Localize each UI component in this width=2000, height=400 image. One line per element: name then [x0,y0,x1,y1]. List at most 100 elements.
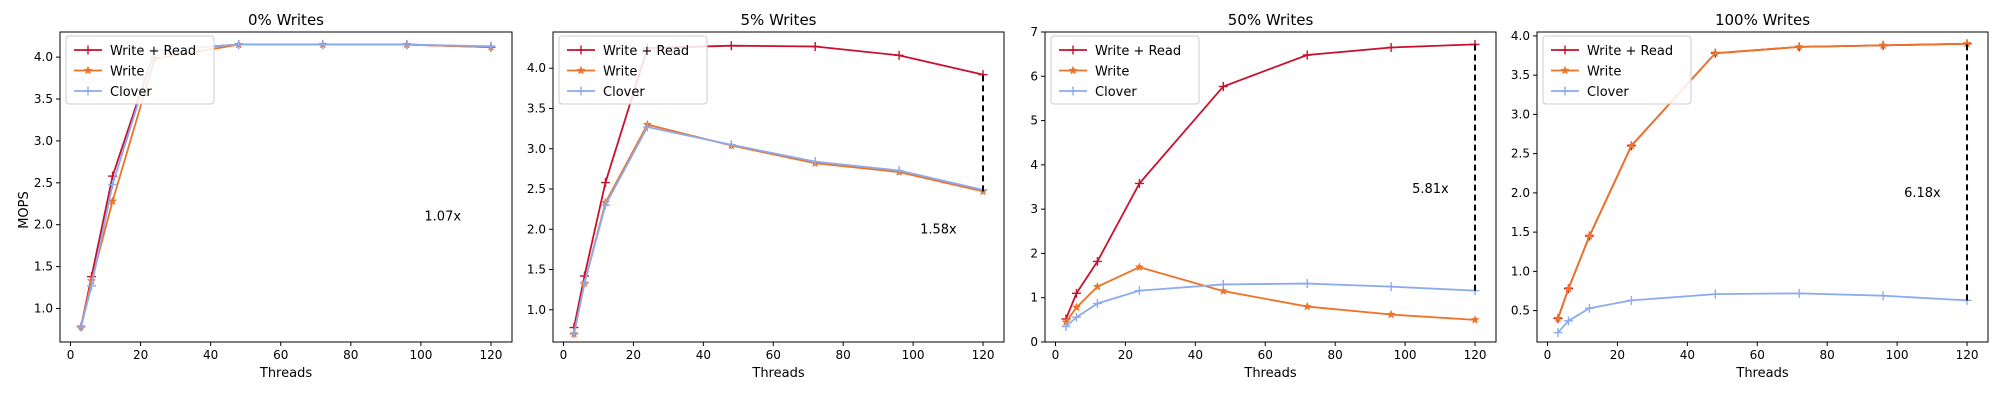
legend-label: Write [603,65,637,80]
y-tick-label: 2.0 [527,222,546,236]
data-point [1061,322,1071,331]
chart-panel: 5% Writes 0 20 40 60 80 100 120 1.0 1.5 2.0 2.5 3.0 3… [527,11,1005,381]
data-point [318,40,328,50]
data-point [1710,289,1720,299]
data-point [726,140,736,150]
x-axis-label: Threads [259,366,312,381]
data-point [1071,312,1081,322]
chart-title: 0% Writes [248,11,324,29]
y-tick-label: 1.0 [34,301,53,315]
data-point [894,50,904,60]
x-tick-label: 80 [1820,348,1835,362]
data-point [1470,314,1480,324]
x-tick-label: 120 [480,348,503,362]
data-point [894,165,904,175]
y-tick-label: 3.0 [527,142,546,156]
ratio-annotation: 5.81x [1412,182,1449,197]
legend-swatch-marker [576,65,586,75]
chart-title: 100% Writes [1715,11,1810,29]
x-tick-label: 40 [1680,348,1695,362]
data-point [1386,309,1396,319]
data-point [1071,302,1082,312]
legend-swatch-marker [1068,45,1078,55]
data-point [726,41,736,51]
series-line [1065,266,1476,323]
data-point [1794,288,1804,298]
data-point [1563,283,1574,293]
legend-label: Clover [1095,85,1137,100]
y-tick-label: 0.5 [1511,304,1530,318]
x-tick-label: 100 [409,348,432,362]
chart-title: 5% Writes [741,11,817,29]
data-point [1302,50,1312,60]
data-point [1626,140,1637,150]
legend-label: Write + Read [603,44,689,59]
x-tick-label: 40 [696,348,711,362]
legend-label: Write + Read [110,44,196,59]
x-tick-label: 0 [1052,348,1060,362]
x-tick-label: 20 [1118,348,1133,362]
data-point [1584,231,1595,241]
data-point [1134,262,1145,272]
y-tick-label: 4 [1030,158,1038,172]
data-point [810,157,820,167]
chart-panel: 100% Writes 0 20 40 60 80 100 120 0.5 1.0 1.5 2.0 2.… [1511,11,1989,381]
data-point [1218,286,1228,296]
plot-frame [1536,31,1989,343]
x-tick-label: 0 [67,348,75,362]
y-tick-label: 2.5 [527,182,546,196]
data-point [108,179,118,189]
y-tick-label: 3 [1030,202,1038,216]
legend-label: Write [1587,65,1621,80]
x-tick-label: 60 [1750,348,1765,362]
legend-label: Clover [110,85,152,100]
x-tick-label: 60 [273,348,288,362]
y-tick-label: 3.0 [1511,107,1530,121]
ratio-annotation: 1.58x [920,222,957,237]
x-tick-label: 20 [133,348,148,362]
x-axis-label: Threads [751,366,804,381]
y-tick-label: 3.0 [34,134,53,148]
y-tick-label: 4.0 [527,61,546,75]
legend-swatch-marker [1560,65,1570,75]
plot-frame [59,31,513,343]
data-point [1134,286,1144,296]
data-point [1218,81,1228,91]
plot-frame [1044,31,1497,343]
x-tick-label: 40 [203,348,218,362]
legend-swatch-marker [1068,65,1078,75]
data-point [87,281,97,291]
legend-swatch-marker [1560,45,1570,55]
x-tick-label: 80 [343,348,358,362]
data-point [600,178,610,188]
series-line [573,125,984,335]
x-tick-label: 60 [1258,348,1273,362]
data-point [1092,281,1103,291]
y-tick-label: 3.5 [527,101,546,115]
legend-label: Write [1095,65,1129,80]
x-tick-label: 80 [836,348,851,362]
y-tick-label: 7 [1030,25,1038,39]
chart-title: 50% Writes [1228,11,1314,29]
data-point [1553,313,1563,323]
data-point [1386,282,1396,292]
series-line [1065,43,1476,320]
data-point [1386,43,1396,52]
x-tick-label: 100 [1394,348,1417,362]
x-tick-label: 100 [902,348,925,362]
x-tick-label: 80 [1328,348,1343,362]
legend-box [1542,35,1692,105]
x-tick-label: 20 [1610,348,1625,362]
legend-label: Write + Read [1587,44,1673,59]
x-axis-label: Threads [1243,366,1296,381]
y-tick-label: 0 [1030,335,1038,349]
data-point [1878,40,1888,50]
x-tick-label: 20 [626,348,641,362]
x-tick-label: 120 [1956,348,1979,362]
y-tick-label: 2.0 [1511,186,1530,200]
legend-swatch-marker [576,45,586,55]
y-tick-label: 2.5 [1511,147,1530,161]
y-tick-label: 1 [1030,291,1038,305]
y-tick-label: 1.5 [527,263,546,277]
